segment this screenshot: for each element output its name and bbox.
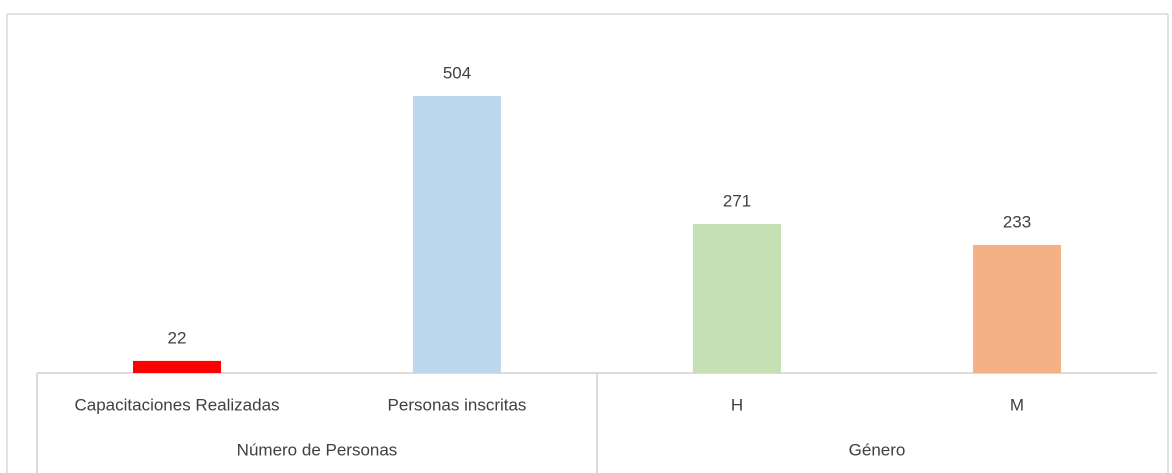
x-tick-label: H — [731, 395, 743, 414]
value-label: 22 — [168, 328, 187, 347]
bar — [693, 224, 781, 373]
bar — [133, 360, 221, 373]
group-label: Número de Personas — [237, 440, 398, 459]
value-label: 271 — [723, 192, 751, 211]
x-tick-label: Capacitaciones Realizadas — [74, 395, 279, 414]
group-label: Género — [849, 440, 906, 459]
value-label: 233 — [1003, 212, 1031, 231]
bar — [973, 244, 1061, 373]
value-label: 504 — [443, 63, 471, 82]
x-tick-label: Personas inscritas — [388, 395, 527, 414]
x-tick-label: M — [1010, 395, 1024, 414]
bar — [413, 96, 501, 373]
